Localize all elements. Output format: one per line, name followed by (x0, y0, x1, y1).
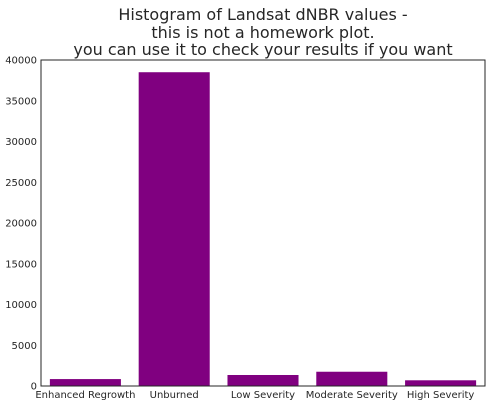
x-tick-label: Moderate Severity (306, 390, 398, 401)
title-line-2: this is not a homework plot. (151, 23, 374, 42)
y-tick-label: 0 (31, 382, 37, 393)
bar-moderate-severity (316, 371, 388, 386)
x-tick-label: Enhanced Regrowth (35, 390, 135, 401)
bars-group (49, 72, 477, 386)
y-tick-label: 15000 (5, 259, 37, 270)
title-line-3: you can use it to check your results if … (73, 40, 452, 59)
bar-unburned (138, 72, 210, 386)
x-tick-label: High Severity (407, 390, 475, 401)
y-tick-label: 30000 (5, 137, 37, 148)
bar-enhanced-regrowth (49, 379, 121, 386)
chart-title: Histogram of Landsat dNBR values - this … (73, 5, 452, 59)
x-axis: Enhanced Regrowth Unburned Low Severity Mod… (35, 390, 474, 401)
y-tick-label: 35000 (5, 96, 37, 107)
bar-high-severity (405, 380, 477, 386)
y-tick-label: 25000 (5, 178, 37, 189)
plot-frame (40, 59, 486, 387)
y-tick-label: 10000 (5, 300, 37, 311)
title-line-1: Histogram of Landsat dNBR values - (118, 5, 407, 24)
y-tick-label: 40000 (5, 56, 37, 67)
bar-low-severity (227, 374, 299, 386)
x-tick-label: Low Severity (231, 390, 295, 401)
y-tick-label: 5000 (12, 341, 37, 352)
x-tick-label: Unburned (150, 390, 199, 401)
y-axis: 0 5000 10000 15000 20000 25000 30000 35000 40000 (5, 56, 37, 393)
y-tick-label: 20000 (5, 219, 37, 230)
